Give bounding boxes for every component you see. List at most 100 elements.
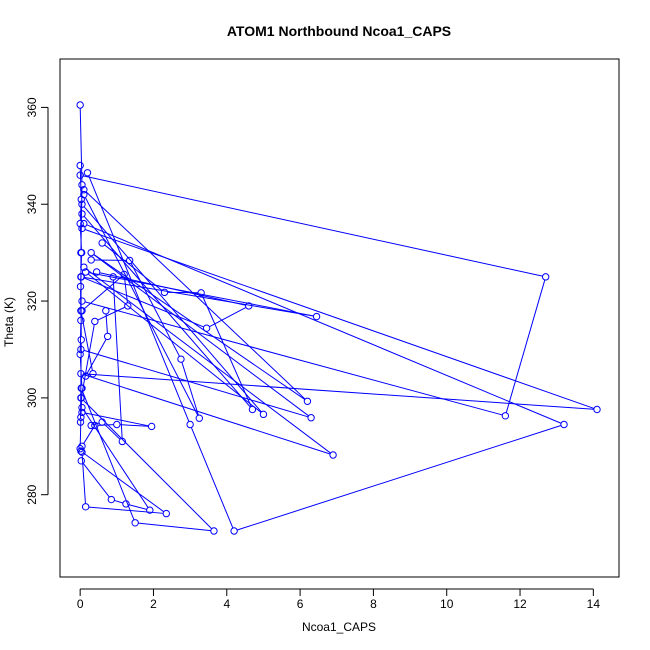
series-segment: [85, 191, 306, 400]
series-segment: [83, 427, 94, 444]
series-segment: [81, 455, 86, 504]
data-point: [77, 195, 85, 204]
data-point: [76, 219, 84, 228]
data-point: [76, 282, 85, 291]
series-segment: [80, 255, 83, 284]
data-point: [120, 270, 128, 279]
series-segment: [86, 338, 107, 374]
data-point: [77, 248, 86, 257]
series-segment: [105, 313, 108, 334]
data-point: [245, 302, 253, 310]
series-8: [80, 190, 203, 422]
data-point: [109, 273, 117, 281]
data-point: [122, 500, 130, 508]
data-point: [162, 509, 171, 518]
data-point: [560, 420, 568, 429]
data-point: [83, 169, 92, 177]
data-point: [177, 355, 185, 363]
data-point: [230, 527, 238, 535]
data-point: [98, 239, 106, 247]
series-segment: [124, 277, 128, 303]
data-point: [87, 256, 95, 264]
y-tick-label: 320: [25, 291, 39, 311]
data-point: [195, 414, 203, 422]
series-16: [77, 447, 171, 518]
data-point: [76, 445, 84, 453]
series-segment: [505, 279, 546, 413]
series-segment: [114, 499, 124, 504]
series-segment: [83, 349, 309, 418]
series-segment: [84, 277, 204, 328]
series-segment: [209, 306, 247, 328]
data-point: [81, 503, 90, 511]
data-point: [81, 372, 90, 380]
series-segment: [88, 506, 164, 514]
data-point: [78, 200, 86, 208]
data-point: [186, 420, 194, 429]
series-15: [77, 403, 154, 514]
data-point: [501, 412, 510, 420]
data-point: [77, 413, 85, 421]
data-point: [118, 437, 127, 446]
data-point: [113, 420, 121, 429]
y-tick-label: 300: [25, 388, 39, 408]
axes: 0 2 4 6 8 10 12 14 280 300 320 340 360: [25, 97, 600, 611]
data-point: [78, 224, 86, 233]
data-point: [125, 256, 134, 265]
series-segment: [80, 391, 83, 415]
data-point: [87, 248, 95, 257]
data-point: [124, 302, 132, 310]
data-point: [147, 422, 156, 431]
y-tick-label: 360: [25, 97, 39, 117]
data-point: [92, 268, 101, 276]
data-point: [80, 263, 88, 271]
data-point: [76, 101, 84, 109]
series-segment: [83, 409, 149, 508]
data-point: [78, 297, 86, 305]
x-tick-label: 12: [513, 597, 527, 611]
data-point: [131, 519, 139, 527]
data-point: [259, 410, 268, 419]
series-segment: [84, 197, 199, 416]
series-segment: [93, 254, 309, 417]
series-11: [77, 307, 112, 380]
series-17: [76, 161, 86, 453]
series-segment: [83, 374, 331, 455]
series-segment: [84, 229, 595, 409]
data-point: [76, 350, 84, 359]
data-point: [78, 384, 86, 392]
series-segment: [79, 168, 82, 197]
series-10: [77, 270, 132, 402]
x-tick-label: 14: [587, 597, 601, 611]
series-segment: [79, 108, 83, 182]
data-point: [329, 451, 337, 459]
series-segment: [119, 424, 149, 427]
data-point: [248, 405, 257, 414]
series-segment: [82, 463, 110, 498]
data-point: [307, 414, 315, 422]
series-segment: [94, 422, 100, 426]
data-point: [77, 457, 85, 465]
series-segment: [80, 342, 82, 419]
data-point: [210, 527, 218, 535]
data-point: [77, 394, 85, 402]
series-segment: [85, 412, 149, 427]
data-point: [81, 268, 90, 276]
data-point: [78, 442, 86, 450]
series-4: [77, 186, 315, 422]
series-segment: [128, 504, 147, 510]
data-point: [593, 405, 601, 414]
x-axis-label: Ncoa1_CAPS: [302, 620, 376, 634]
series-segment: [81, 324, 95, 395]
data-point: [103, 332, 112, 341]
series-14: [77, 384, 218, 535]
series-segment: [190, 427, 234, 529]
data-point: [102, 307, 110, 315]
series-segment: [83, 206, 262, 413]
y-tick-label: 340: [25, 194, 39, 214]
data-series: [76, 101, 601, 535]
x-tick-label: 6: [297, 597, 304, 611]
series-segment: [201, 295, 252, 407]
data-point: [160, 288, 169, 297]
